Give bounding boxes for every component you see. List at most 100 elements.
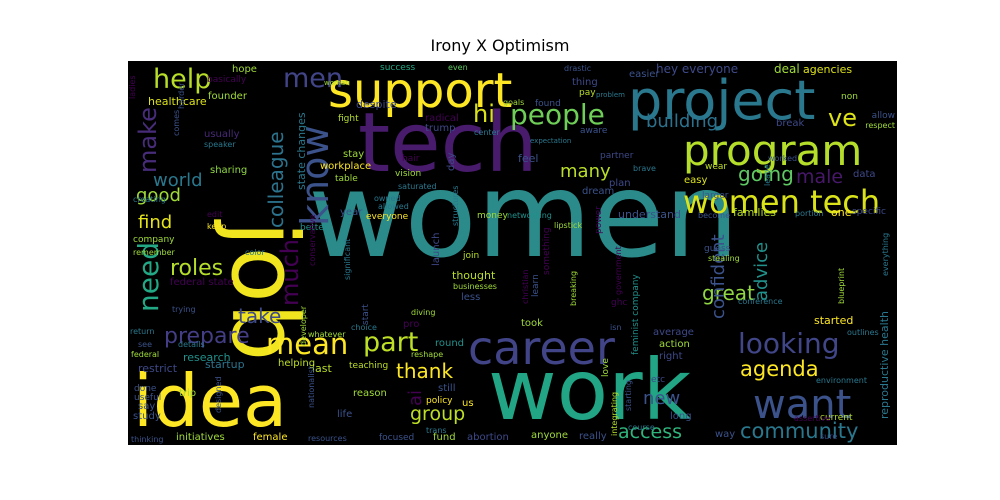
word-data: data	[853, 169, 876, 180]
word-money: money	[477, 211, 509, 221]
word-break: break	[776, 118, 805, 129]
word-non: non	[841, 92, 858, 102]
word-speaker: speaker	[204, 140, 236, 149]
word-day: day	[446, 153, 457, 171]
word-thing: thing	[572, 77, 598, 88]
word-pay: pay	[579, 88, 596, 98]
word-action: action	[659, 339, 690, 350]
word-etc: etc	[651, 375, 665, 385]
word-fight: fight	[338, 114, 359, 124]
word-mean: mean	[266, 327, 348, 361]
word-problem: problem	[596, 91, 625, 99]
word-average: average	[653, 327, 694, 338]
word-leave: leave	[763, 164, 772, 186]
word-return: return	[130, 327, 154, 336]
word-idea: idea	[133, 359, 287, 443]
word-woman: woman	[324, 79, 350, 87]
word-part: part	[363, 327, 418, 358]
word-less: less	[461, 292, 480, 303]
word-women: women	[308, 146, 739, 284]
chart-title: Irony X Optimism	[430, 36, 570, 55]
word-need: need	[132, 242, 165, 312]
word-know: know	[293, 126, 337, 226]
word-launch: launch	[431, 233, 442, 266]
word-conference: conference	[738, 297, 783, 306]
word-thank: thank	[396, 359, 453, 383]
word-took: took	[521, 318, 543, 329]
word-support: support	[328, 63, 512, 119]
word-better: better	[300, 223, 328, 233]
word-significant: significant	[343, 239, 352, 280]
word-families: families	[733, 206, 776, 219]
word-stealing: stealing	[708, 254, 740, 263]
word-many: many	[560, 161, 611, 182]
word-isn: isn	[610, 323, 621, 332]
word-owned: owned	[374, 194, 401, 203]
word-center: center	[474, 128, 500, 137]
word-portion: portion	[795, 209, 824, 218]
word-start: start	[361, 304, 371, 325]
word-choice: choice	[351, 323, 377, 332]
word-helping: helping	[278, 358, 315, 369]
word-group: group	[410, 403, 465, 425]
word-work: work	[488, 341, 692, 439]
word-new: new	[643, 388, 680, 409]
word-research: research	[183, 351, 231, 364]
word-found: found	[535, 99, 561, 109]
word-ai: ai	[405, 390, 426, 406]
word-us: us	[462, 398, 474, 409]
word-confident: confident	[708, 234, 729, 319]
word-nationalist: nationalist	[307, 366, 316, 408]
word-current: current	[820, 413, 853, 423]
word-comes: comes	[172, 110, 181, 136]
word-something: something	[542, 227, 552, 275]
word-designed: designed	[214, 376, 223, 413]
word-networking: networking	[507, 211, 552, 220]
word-hi: hi	[473, 100, 495, 128]
word-year: year	[340, 207, 363, 218]
word-women-tech: women tech	[683, 183, 880, 221]
word-blueprint: blueprint	[837, 268, 846, 304]
word-expectation: expectation	[530, 137, 571, 145]
word-roles: roles	[170, 256, 223, 281]
word-fund: fund	[433, 432, 456, 443]
word-goals: goals	[503, 98, 524, 107]
word-feminist-company: feminist company	[631, 274, 641, 355]
word-advice: advice	[751, 242, 772, 301]
word-building: building	[646, 111, 718, 132]
word-reproductive-health: reproductive health	[878, 311, 891, 419]
word-reason: reason	[353, 388, 387, 399]
word-startup: startup	[205, 358, 245, 371]
word-feel: feel	[518, 152, 538, 165]
word-understand: understand	[618, 208, 681, 221]
word-ghc: ghc	[611, 298, 627, 308]
word-hope: hope	[232, 64, 257, 75]
word-last: last	[312, 362, 333, 375]
word-remember: remember	[133, 248, 176, 257]
word-christian: christian	[521, 270, 530, 304]
word-community: community	[740, 419, 858, 443]
word-brave: brave	[633, 164, 656, 173]
word-ladies: ladies	[128, 75, 137, 99]
word-one: one	[831, 206, 852, 219]
word-find: find	[138, 212, 172, 233]
word-agenda: agenda	[740, 357, 819, 381]
word-life: life	[337, 409, 352, 420]
word-despite: despite	[356, 98, 397, 111]
word-creating: creating	[133, 195, 166, 204]
word-specific: specific	[852, 207, 886, 217]
word-conservative: conservative	[308, 215, 317, 266]
word-prepare: prepare	[164, 324, 250, 349]
word-outlines: outlines	[847, 328, 879, 337]
word-project: project	[628, 69, 815, 132]
word-drastic: drastic	[564, 64, 591, 73]
word-much: much	[276, 239, 304, 306]
word-respect: respect	[865, 121, 895, 130]
word-founder: founder	[208, 91, 248, 102]
word-stay: stay	[343, 149, 364, 160]
word-vision: vision	[395, 169, 421, 179]
word-anyone: anyone	[531, 430, 568, 441]
word-sure: sure	[820, 432, 837, 441]
word-trip: trip	[179, 388, 196, 399]
